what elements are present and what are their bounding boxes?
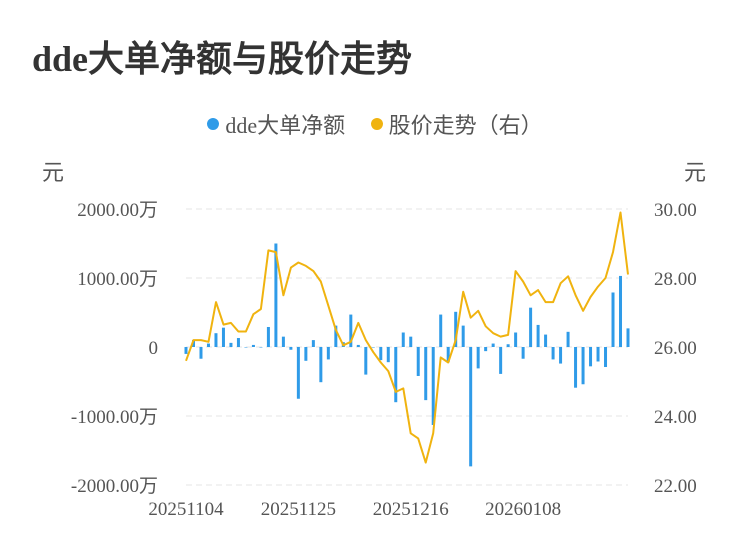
bar <box>289 347 293 350</box>
bar <box>319 347 323 383</box>
x-tick-label: 20260108 <box>485 499 561 520</box>
bar <box>274 243 278 347</box>
bar <box>304 347 308 361</box>
bar <box>469 347 473 467</box>
left-axis-unit: 元 <box>42 160 65 185</box>
bar <box>379 347 383 361</box>
bar <box>611 292 615 347</box>
y-left-tick-label: 1000.00万 <box>77 269 158 290</box>
price-line <box>185 211 629 464</box>
bar <box>551 347 555 360</box>
x-tick-label: 20251125 <box>261 499 336 520</box>
y-right-tick-label: 28.00 <box>654 269 697 290</box>
legend-item-dde[interactable]: dde大单净额 <box>207 108 345 140</box>
chart-title: dde大单净额与股价走势 <box>32 39 413 79</box>
bar <box>296 347 300 399</box>
bar <box>604 347 608 368</box>
bar <box>364 347 368 375</box>
y-right-tick-label: 24.00 <box>654 407 697 428</box>
bar <box>386 347 390 363</box>
bar <box>199 347 203 359</box>
legend-dot-dde <box>207 118 220 130</box>
bar <box>581 347 585 385</box>
bar <box>499 347 503 374</box>
bar <box>559 347 563 364</box>
bar <box>184 347 188 354</box>
bar <box>544 334 548 347</box>
bar <box>244 347 248 348</box>
bar <box>326 347 330 360</box>
bar <box>506 344 510 347</box>
bar <box>401 332 405 347</box>
bar <box>484 347 488 352</box>
bar <box>221 327 225 347</box>
bar <box>349 314 353 347</box>
bar <box>596 347 600 362</box>
legend: dde大单净额 股价走势（右） <box>0 108 750 140</box>
bar <box>439 314 443 347</box>
bar <box>356 344 360 347</box>
bar <box>236 338 240 347</box>
legend-dot-price <box>370 118 383 130</box>
bar <box>521 347 525 359</box>
y-left-tick-label: 2000.00万 <box>77 200 158 221</box>
x-tick-label: 20251216 <box>373 499 449 520</box>
bar <box>266 326 270 347</box>
bar <box>461 325 465 347</box>
bar <box>206 343 210 347</box>
bar <box>191 340 195 347</box>
bar <box>454 311 458 347</box>
bar <box>251 344 255 347</box>
bar <box>431 347 435 425</box>
bar <box>491 343 495 347</box>
bar <box>394 347 398 403</box>
bar <box>529 307 533 347</box>
bar <box>589 347 593 367</box>
legend-label-dde: dde大单净额 <box>225 113 346 138</box>
bar <box>259 347 263 348</box>
y-left-tick-label: -2000.00万 <box>71 476 158 497</box>
bar <box>536 324 540 347</box>
bar <box>281 336 285 347</box>
bar <box>409 336 413 347</box>
bar <box>311 340 315 347</box>
y-left-tick-label: -1000.00万 <box>71 407 158 428</box>
right-axis-unit: 元 <box>684 160 707 185</box>
bar <box>334 325 338 347</box>
y-right-tick-label: 30.00 <box>654 200 697 221</box>
bar <box>574 347 578 388</box>
x-tick-label: 20251104 <box>148 499 224 520</box>
bar <box>424 347 428 401</box>
bar <box>416 347 420 376</box>
bar <box>476 347 480 369</box>
bar <box>626 328 630 347</box>
y-right-tick-label: 22.00 <box>654 476 697 497</box>
bar <box>619 275 623 347</box>
y-left-tick-label: 0 <box>149 338 159 359</box>
legend-label-price: 股价走势（右） <box>388 113 543 138</box>
bar <box>566 331 570 347</box>
bar <box>214 333 218 347</box>
bar <box>446 347 450 363</box>
legend-item-price[interactable]: 股价走势（右） <box>370 108 543 140</box>
bar <box>371 347 375 348</box>
bar <box>229 342 233 347</box>
y-right-tick-label: 26.00 <box>654 338 697 359</box>
bar <box>514 332 518 347</box>
